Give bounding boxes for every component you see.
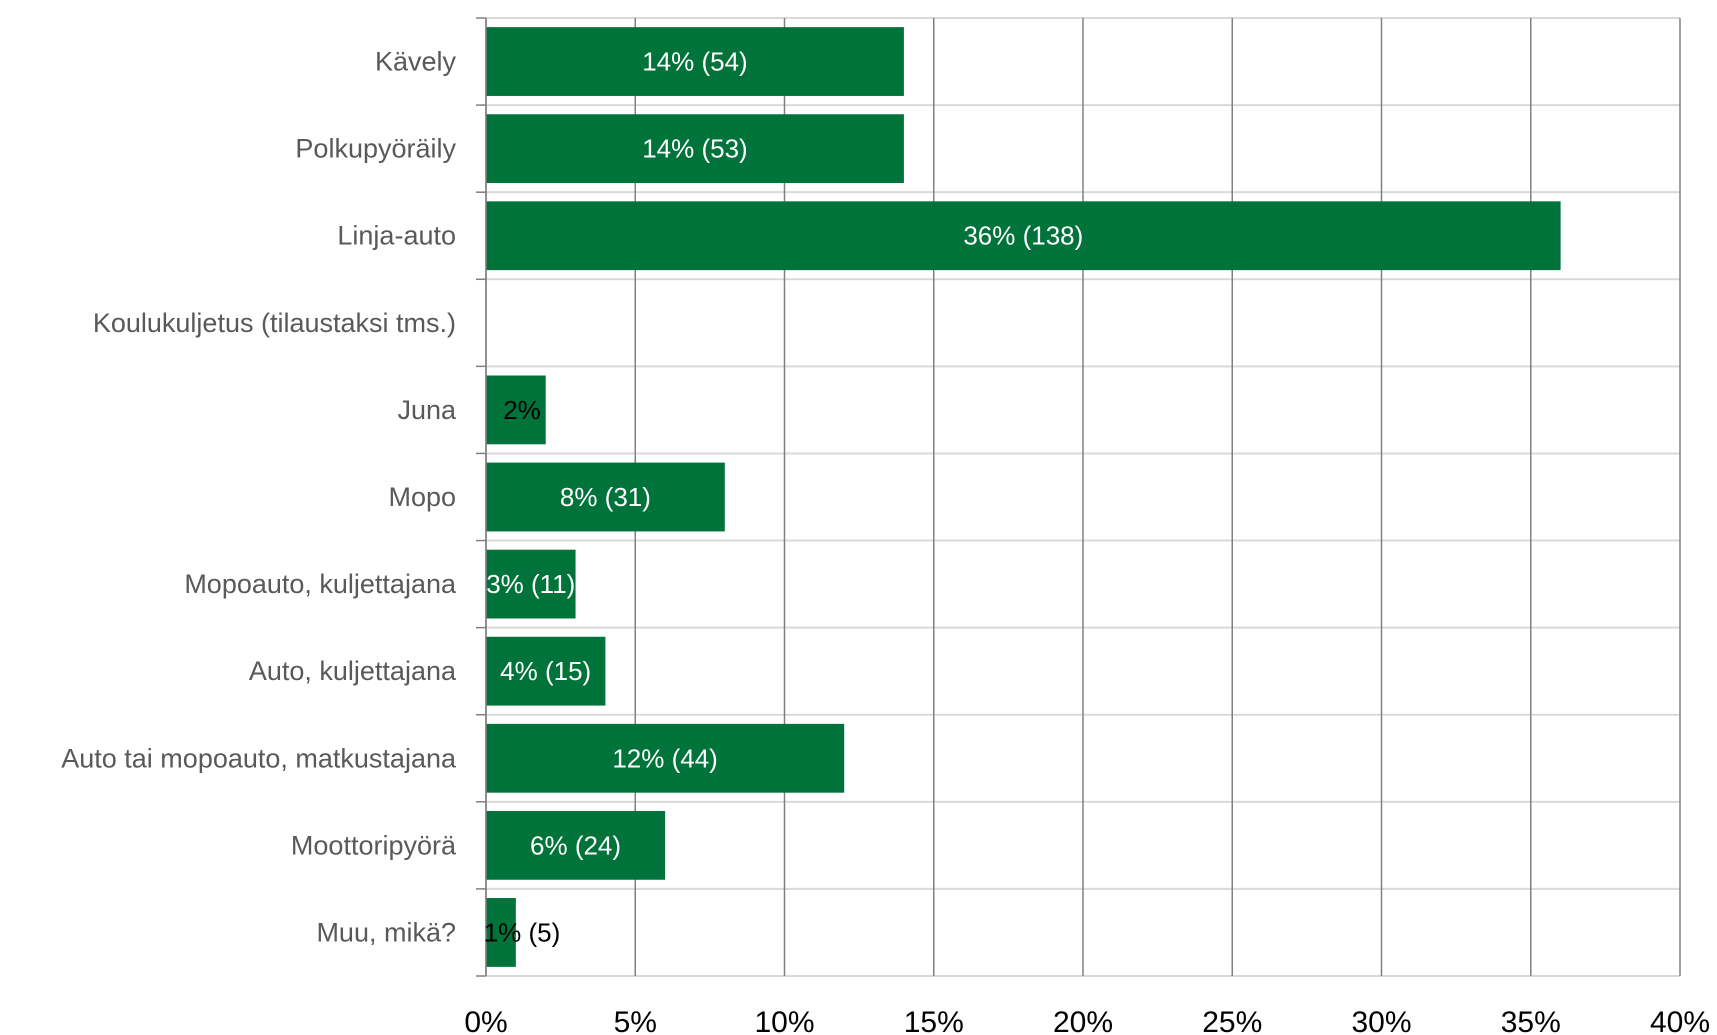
x-tick-label: 40% [1650,1006,1710,1035]
category-label: Koulukuljetus (tilaustaksi tms.) [93,308,456,338]
category-label: Kävely [375,47,457,77]
x-tick-label: 10% [754,1006,814,1035]
data-label: 6% (24) [530,830,621,860]
bar [486,898,516,967]
axes [476,17,487,977]
data-label: 12% (44) [612,743,718,773]
bar [486,114,904,184]
category-label: Mopo [388,482,456,512]
bar [486,462,725,532]
category-label: Linja-auto [337,221,456,251]
bar [486,549,576,619]
data-label: 8% (31) [560,482,651,512]
data-label: 3% (11) [486,569,575,599]
data-label: 1% (5) [484,917,561,947]
bars [486,27,1561,967]
data-label: 14% (54) [642,47,748,77]
category-label: Muu, mikä? [316,917,456,947]
x-tick-label: 20% [1053,1006,1113,1035]
category-label: Auto tai mopoauto, matkustajana [61,743,457,773]
data-label: 14% (53) [642,134,748,164]
bar [486,810,666,880]
x-tick-label: 30% [1351,1006,1411,1035]
category-label: Mopoauto, kuljettajana [184,569,457,599]
data-label: 2% [503,395,541,425]
category-label: Moottoripyörä [291,830,457,860]
bar [486,723,845,793]
data-label: 4% (15) [500,656,591,686]
bar [486,201,1561,271]
x-tick-label: 5% [614,1006,657,1035]
bar [486,27,904,96]
category-label: Polkupyöräily [295,134,456,164]
bar [486,375,546,445]
category-label: Auto, kuljettajana [249,656,457,686]
x-tick-label: 35% [1501,1006,1561,1035]
category-label: Juna [397,395,457,425]
bar [486,636,606,706]
x-tick-label: 0% [464,1006,507,1035]
labels: 0% 5% 10% 15% 20% 25% 30% 35% 40% Kävely 14% (54) P… [61,47,1710,1035]
data-label: 36% (138) [963,221,1083,251]
x-tick-label: 25% [1202,1006,1262,1035]
x-tick-label: 15% [904,1006,964,1035]
